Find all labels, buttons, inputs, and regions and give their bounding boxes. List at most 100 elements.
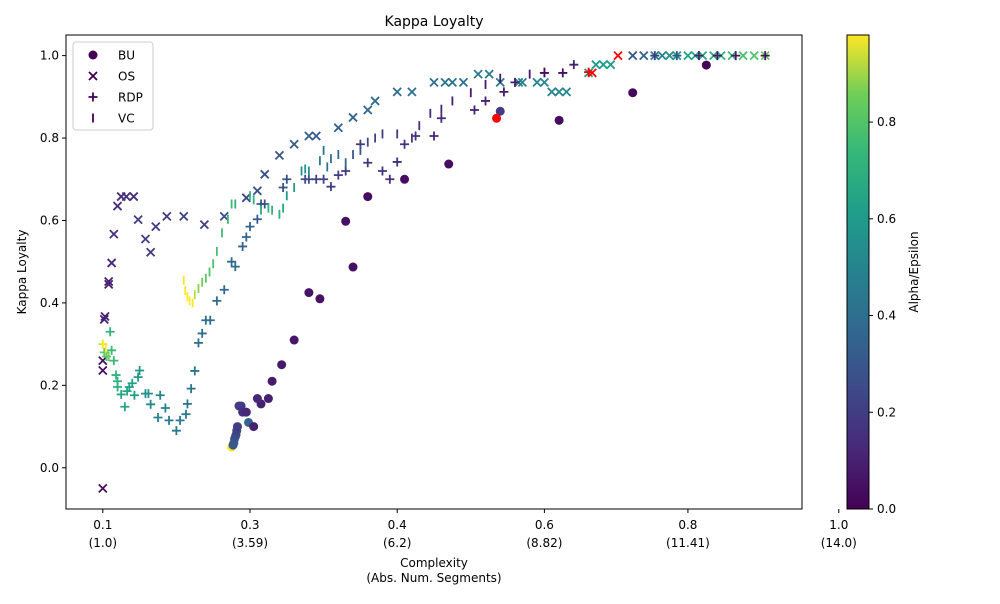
rdp-point-30 bbox=[193, 338, 203, 348]
rdp-point-29 bbox=[190, 366, 200, 376]
os-point-29 bbox=[348, 112, 358, 123]
x-tick-sublabel-0: (1.0) bbox=[89, 536, 117, 550]
rdp-point-35 bbox=[219, 285, 229, 295]
bu-point-18 bbox=[277, 360, 287, 370]
os-point-31 bbox=[370, 96, 380, 106]
os-point-1 bbox=[98, 365, 108, 376]
os-point-66 bbox=[749, 50, 759, 61]
y-axis-ticks: 0.0 0.2 0.4 0.6 0.8 1.0 bbox=[40, 49, 66, 475]
os-point-51 bbox=[606, 60, 616, 70]
os-point-5 bbox=[104, 279, 114, 290]
os-point-2 bbox=[98, 355, 108, 366]
os-point-16 bbox=[151, 222, 161, 232]
os-point-15 bbox=[146, 247, 156, 257]
bu-point-29 bbox=[701, 60, 711, 70]
rdp-point-39 bbox=[241, 232, 251, 242]
legend-marker-bu bbox=[88, 50, 98, 60]
bu-point-28 bbox=[628, 88, 638, 98]
x-tick-label-5: 1.0 bbox=[829, 518, 848, 532]
bu-point-19 bbox=[289, 335, 299, 345]
os-point-26 bbox=[304, 131, 314, 141]
bu-point-23 bbox=[341, 216, 351, 226]
rdp-point-8 bbox=[113, 382, 123, 392]
legend-label-os: OS bbox=[118, 70, 135, 84]
rdp-point-58 bbox=[400, 139, 410, 149]
rdp-point-38 bbox=[238, 241, 248, 251]
y-tick-label-4: 0.8 bbox=[40, 131, 59, 145]
os-point-30 bbox=[363, 105, 373, 115]
y-tick-label-5: 1.0 bbox=[40, 49, 59, 63]
legend-label-bu: BU bbox=[118, 49, 135, 63]
os-point-52 bbox=[613, 50, 623, 61]
bu-point-30 bbox=[495, 106, 505, 116]
legend-label-vc: VC bbox=[118, 112, 135, 126]
legend: BU OS RDP VC bbox=[72, 41, 154, 131]
os-point-14 bbox=[140, 234, 151, 244]
os-point-33 bbox=[407, 87, 417, 97]
rdp-point-27 bbox=[182, 399, 192, 409]
bu-point-24 bbox=[363, 192, 373, 202]
rdp-point-18 bbox=[143, 389, 153, 399]
rdp-point-61 bbox=[436, 113, 446, 123]
x-tick-label-0: 0.1 bbox=[93, 518, 112, 532]
y-tick-label-2: 0.4 bbox=[40, 296, 59, 310]
x-tick-label-1: 0.3 bbox=[240, 518, 259, 532]
y-axis-label: Kappa Loyalty bbox=[15, 230, 29, 315]
bu-point-15 bbox=[252, 394, 262, 404]
rdp-point-64 bbox=[499, 87, 509, 97]
rdp-point-23 bbox=[164, 415, 174, 425]
os-point-56 bbox=[657, 50, 667, 61]
bu-point-11 bbox=[241, 407, 251, 417]
os-point-42 bbox=[517, 77, 527, 88]
rdp-point-75 bbox=[584, 67, 594, 77]
rdp-point-5 bbox=[109, 356, 119, 366]
os-point-4 bbox=[100, 311, 110, 322]
os-point-44 bbox=[539, 77, 550, 88]
rdp-point-21 bbox=[155, 390, 165, 400]
x-axis-label-line2: (Abs. Num. Segments) bbox=[366, 571, 501, 585]
os-point-11 bbox=[121, 191, 131, 202]
os-point-57 bbox=[664, 50, 675, 61]
os-point-65 bbox=[738, 50, 748, 61]
rdp-point-36 bbox=[227, 257, 237, 267]
rdp-point-74 bbox=[760, 51, 770, 61]
os-point-37 bbox=[458, 77, 469, 88]
bu-point-17 bbox=[267, 376, 277, 386]
x-tick-sublabel-4: (11.41) bbox=[666, 536, 710, 550]
bu-point-26 bbox=[444, 159, 454, 169]
bu-point-16 bbox=[263, 394, 273, 404]
colorbar-tick-label-4: 0.8 bbox=[877, 115, 896, 129]
rdp-point-52 bbox=[341, 166, 351, 176]
os-point-39 bbox=[484, 69, 494, 79]
rdp-point-73 bbox=[731, 51, 741, 61]
rdp-point-3 bbox=[105, 327, 115, 337]
os-point-36 bbox=[447, 77, 458, 88]
rdp-point-15 bbox=[133, 372, 143, 382]
bu-point-25 bbox=[400, 174, 410, 184]
rdp-point-67 bbox=[558, 68, 568, 78]
os-point-59 bbox=[683, 50, 693, 61]
legend-label-rdp: RDP bbox=[118, 91, 143, 105]
data-marks bbox=[98, 50, 770, 494]
colorbar: 0.0 0.2 0.4 0.6 0.8 Alpha/Epsilon bbox=[846, 34, 921, 516]
rdp-point-49 bbox=[319, 174, 329, 184]
rdp-point-19 bbox=[146, 399, 156, 409]
rdp-point-45 bbox=[282, 174, 292, 184]
rdp-point-69 bbox=[650, 51, 660, 61]
rdp-point-54 bbox=[363, 158, 373, 168]
os-point-32 bbox=[392, 87, 402, 97]
rdp-point-70 bbox=[672, 51, 682, 61]
x-tick-sublabel-2: (6.2) bbox=[383, 536, 411, 550]
rdp-point-33 bbox=[205, 315, 215, 325]
rdp-point-40 bbox=[245, 222, 255, 232]
os-point-9 bbox=[112, 201, 123, 211]
rdp-point-65 bbox=[510, 77, 520, 87]
rdp-point-20 bbox=[153, 412, 163, 422]
rdp-point-68 bbox=[569, 60, 579, 70]
x-tick-sublabel-1: (3.59) bbox=[232, 536, 268, 550]
rdp-point-62 bbox=[469, 105, 479, 115]
os-point-12 bbox=[129, 191, 139, 202]
os-point-21 bbox=[241, 193, 251, 203]
rdp-point-50 bbox=[326, 182, 336, 192]
x-tick-label-3: 0.6 bbox=[535, 518, 554, 532]
